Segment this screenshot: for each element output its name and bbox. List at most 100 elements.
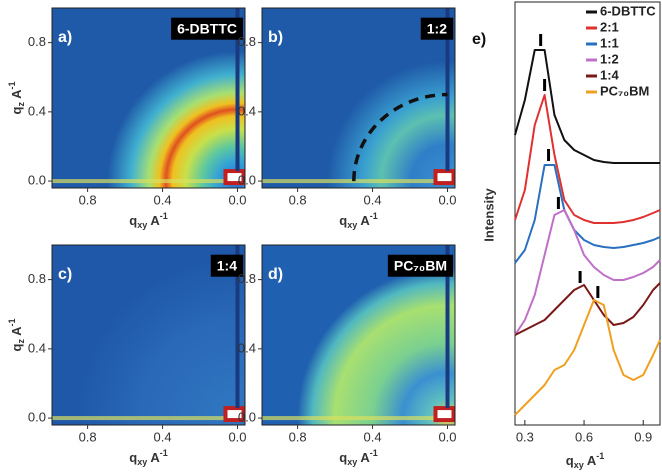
tag-box	[210, 254, 244, 277]
edge-strip	[445, 245, 450, 409]
panel-tag: 1:4	[217, 258, 237, 274]
label-part: xy	[137, 457, 147, 467]
axis-label: qz A-1	[7, 82, 26, 115]
panel-label: a)	[58, 29, 72, 46]
legend-label: 2:1	[600, 19, 619, 34]
panel-tag: 6-DBTTC	[177, 21, 237, 37]
label-part: -1	[370, 448, 378, 458]
label-part: A	[584, 453, 597, 468]
panel-label: b)	[268, 29, 283, 46]
x-tick-label: 0.4	[364, 429, 382, 444]
beamstop-core	[227, 410, 242, 419]
x-tick-label: 0.0	[228, 429, 246, 444]
y-tick-label: 0.0	[238, 173, 256, 188]
label-part: A	[357, 450, 370, 465]
axis-label: qxy A-1	[566, 451, 605, 470]
intensity-line	[514, 49, 660, 164]
label-part: q	[129, 450, 137, 465]
panel-label: e)	[472, 31, 486, 48]
legend-label: 1:2	[600, 51, 619, 66]
plot-frame	[514, 1, 661, 426]
label-part: -1	[7, 319, 17, 327]
x-tick-label: 0.4	[364, 192, 382, 207]
x-tick-label: 0.0	[438, 192, 456, 207]
legend-label: 6-DBTTC	[600, 3, 656, 18]
y-tick-label: 0.0	[238, 410, 256, 425]
label-part: A	[9, 326, 24, 339]
y-tick-label: 0.4	[238, 103, 256, 118]
panel-label: c)	[58, 266, 72, 283]
label-part: -1	[160, 211, 168, 221]
axis-label: qz A-1	[7, 319, 26, 352]
label-part: q	[129, 213, 137, 228]
intensity-line	[514, 164, 661, 264]
scattering-image	[261, 7, 456, 189]
beamstop-core	[437, 173, 452, 182]
legend-label: 1:4	[600, 67, 620, 82]
x-tick-label: 0.9	[634, 429, 652, 444]
y-tick-label: 0.4	[28, 340, 46, 355]
y-title: Intensity	[481, 188, 496, 242]
intensity-line	[514, 299, 661, 416]
label-part: xy	[574, 460, 584, 470]
legend-label: PC₇₀BM	[600, 83, 649, 98]
label-part: A	[147, 213, 160, 228]
tag-box	[171, 17, 243, 40]
label-part: -1	[370, 211, 378, 221]
tag-box	[387, 254, 453, 277]
beamstop-core	[227, 173, 242, 182]
y-tick-label: 0.4	[238, 340, 256, 355]
panel-tag: PC₇₀BM	[394, 258, 447, 274]
label-part: q	[339, 450, 347, 465]
tag-box	[420, 17, 454, 40]
y-tick-label: 0.8	[238, 34, 256, 49]
image-frame	[51, 244, 246, 426]
beam-streak	[52, 416, 245, 421]
label-part: -1	[160, 448, 168, 458]
legend-label: 1:1	[600, 35, 619, 50]
x-tick-label: 0.4	[154, 429, 172, 444]
label-part: xy	[347, 220, 357, 230]
guide-arc	[352, 92, 448, 182]
label-part: q	[9, 107, 24, 115]
panel-tag: 1:2	[427, 21, 447, 37]
y-tick-label: 0.0	[28, 410, 46, 425]
intensity-line	[514, 209, 661, 336]
label-part: z	[16, 339, 26, 344]
label-part: -1	[596, 451, 604, 461]
label-part: A	[147, 450, 160, 465]
axis-label: qxy A-1	[339, 448, 378, 467]
panel-label: d)	[268, 266, 283, 283]
x-tick-label: 0.3	[516, 429, 534, 444]
image-frame	[261, 7, 456, 189]
y-tick-label: 0.8	[28, 34, 46, 49]
label-part: q	[566, 453, 574, 468]
axis-label: qxy A-1	[129, 211, 168, 230]
beamstop-core	[437, 410, 452, 419]
x-tick-label: 0.8	[289, 429, 307, 444]
x-tick-label: 0.8	[79, 192, 97, 207]
x-tick-label: 0.6	[575, 429, 593, 444]
x-tick-label: 0.8	[289, 192, 307, 207]
label-part: xy	[137, 220, 147, 230]
y-tick-label: 0.4	[28, 103, 46, 118]
label-part: q	[339, 213, 347, 228]
label-part: xy	[347, 457, 357, 467]
x-tick-label: 0.8	[79, 429, 97, 444]
y-tick-label: 0.8	[238, 271, 256, 286]
axis-label: qxy A-1	[129, 448, 168, 467]
x-tick-label: 0.4	[154, 192, 172, 207]
edge-strip	[445, 8, 450, 172]
image-frame	[261, 244, 456, 426]
label-part: A	[357, 213, 370, 228]
x-tick-label: 0.0	[438, 429, 456, 444]
intensity-line	[514, 94, 661, 224]
beam-streak	[262, 179, 455, 184]
label-part: z	[16, 102, 26, 107]
image-frame	[51, 7, 246, 189]
label-part: -1	[7, 82, 17, 90]
edge-strip	[235, 8, 240, 172]
beam-streak	[262, 416, 455, 421]
y-tick-label: 0.8	[28, 271, 46, 286]
